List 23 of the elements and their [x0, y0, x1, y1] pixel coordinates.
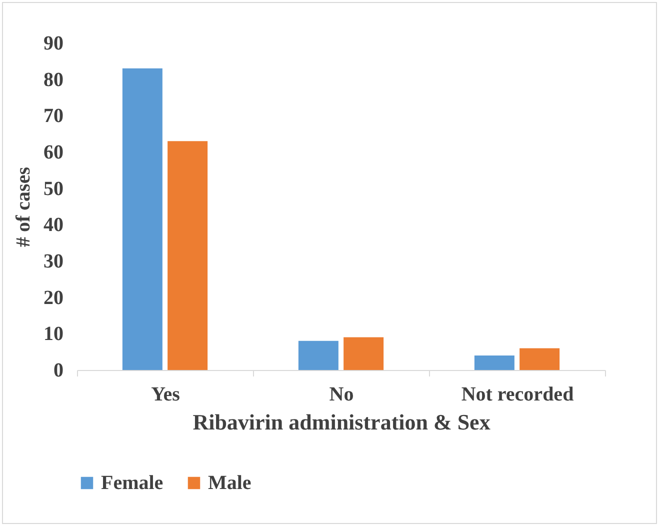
- x-axis-title: Ribavirin administration & Sex: [192, 410, 490, 434]
- y-tick-label: 50: [44, 178, 64, 200]
- y-tick-label: 60: [44, 142, 64, 164]
- y-axis-title: # of cases: [12, 166, 34, 247]
- y-tick-label: 30: [44, 250, 64, 272]
- bar: [122, 68, 162, 370]
- bar: [298, 340, 338, 370]
- bar: [520, 348, 560, 370]
- y-tick-label: 80: [44, 68, 64, 91]
- bar: [474, 355, 514, 370]
- bar: [168, 141, 208, 370]
- y-tick-label: 0: [54, 360, 64, 382]
- x-tick-label: No: [329, 384, 354, 406]
- legend-label: Female: [101, 472, 164, 494]
- y-tick-label: 10: [44, 323, 64, 346]
- bar: [344, 337, 384, 370]
- y-tick-label: 90: [44, 32, 64, 54]
- x-tick-label: Yes: [151, 384, 180, 406]
- legend-label: Male: [208, 472, 252, 494]
- x-tick-label: Not recorded: [461, 384, 574, 406]
- y-tick-label: 70: [44, 105, 64, 128]
- y-tick-label: 40: [44, 214, 64, 236]
- y-tick-label: 20: [44, 286, 64, 309]
